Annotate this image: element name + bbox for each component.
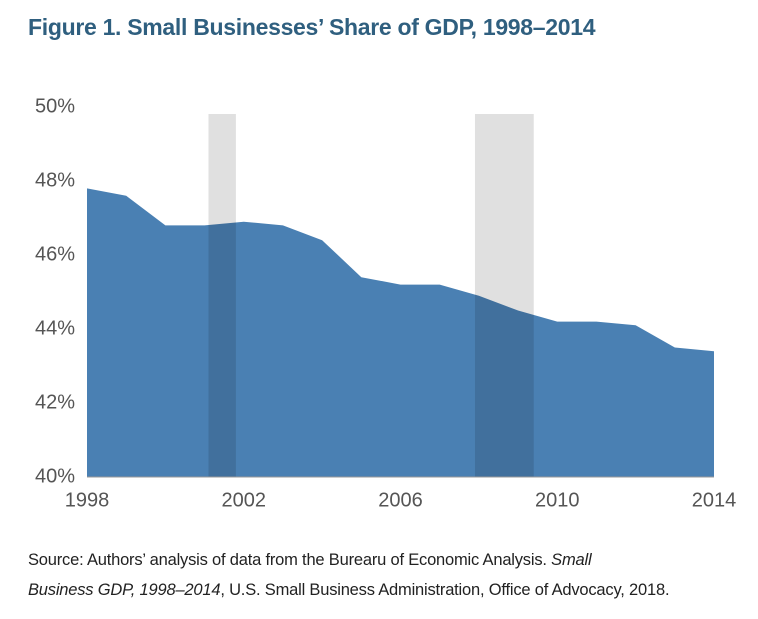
y-tick-label: 44% bbox=[35, 317, 75, 339]
source-italic: Small bbox=[551, 551, 592, 569]
source-note: Source: Authors’ analysis of data from t… bbox=[28, 545, 670, 605]
recession-band bbox=[208, 114, 236, 477]
area bbox=[87, 188, 714, 477]
y-tick-label: 40% bbox=[35, 465, 75, 487]
source-italic: Business GDP, 1998–2014 bbox=[28, 581, 221, 599]
chart: 40% 42% 44% 46% 48% 50% 1998 2002 2006 2010 2014 bbox=[35, 95, 737, 511]
x-tick-label: 1998 bbox=[65, 489, 110, 511]
y-tick-label: 42% bbox=[35, 391, 75, 413]
x-tick-label: 2006 bbox=[378, 489, 423, 511]
y-tick-label: 46% bbox=[35, 243, 75, 265]
y-tick-label: 48% bbox=[35, 169, 75, 191]
x-tick-label: 2014 bbox=[692, 489, 737, 511]
source-text: , U.S. Small Business Administration, Of… bbox=[220, 581, 670, 599]
x-tick-label: 2002 bbox=[222, 489, 267, 511]
recession-band bbox=[474, 114, 534, 477]
y-tick-label: 50% bbox=[35, 95, 75, 117]
chart-title: Figure 1. Small Businesses’ Share of GDP… bbox=[28, 14, 596, 40]
source-text: Source: Authors’ analysis of data from t… bbox=[28, 551, 552, 569]
x-tick-label: 2010 bbox=[535, 489, 580, 511]
